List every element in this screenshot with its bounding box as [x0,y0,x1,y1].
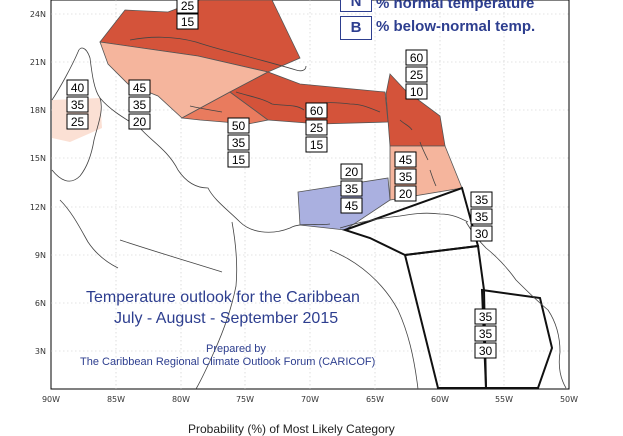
forum-name: The Caribbean Regional Climate Outlook F… [80,356,376,368]
map-title: Temperature outlook for the Caribbean [86,289,360,306]
longitude-labels: 90W 85W 80W 75W 70W 65W 60W 55W 50W [42,395,578,404]
box-value: 15 [232,153,246,167]
lon-label: 90W [42,395,60,404]
box-value: 50 [232,119,246,133]
box-value: 35 [71,98,85,112]
probability-box-abc: 20 35 45 [340,163,363,214]
lat-label: 18N [30,106,46,115]
probability-box-gulf: 25 15 [176,0,199,30]
box-value: 15 [181,15,195,29]
legend-below-label: % below-normal temp. [376,18,536,35]
box-value: 30 [475,227,489,241]
box-value: 35 [345,182,359,196]
lon-label: 50W [560,395,578,404]
lon-label: 80W [172,395,190,404]
box-value: 25 [310,121,324,135]
probability-box-trinidad: 35 35 30 [470,191,493,242]
map-subtitle: July - August - September 2015 [114,310,339,327]
box-value: 25 [410,68,424,82]
probability-box-cuba-west: 45 35 20 [128,79,151,130]
lon-label: 75W [236,395,254,404]
box-value: 35 [475,193,489,207]
region-french-guiana-outline [480,288,554,389]
box-value: 35 [475,210,489,224]
probability-box-hispaniola: 60 25 15 [305,102,328,153]
lat-label: 6N [35,299,46,308]
box-value: 25 [181,0,195,13]
lat-label: 21N [30,58,46,67]
box-value: 20 [133,115,147,129]
probability-box-windward: 45 35 20 [394,151,417,202]
box-value: 30 [479,344,493,358]
prepared-by-label: Prepared by [206,343,266,355]
probability-box-jamaica: 50 35 15 [227,117,250,168]
lon-label: 65W [366,395,384,404]
lon-label: 55W [495,395,513,404]
footer-caption: Probability (%) of Most Likely Category [188,422,395,436]
box-value: 45 [399,153,413,167]
box-value: 60 [310,104,324,118]
box-value: 45 [133,81,147,95]
probability-box-leeward: 60 25 10 [405,49,428,100]
box-value: 10 [410,85,424,99]
region-hispaniola-shade [229,71,389,125]
box-value: 60 [410,51,424,65]
probability-box-guianas: 35 35 30 [474,308,497,359]
lon-label: 60W [431,395,449,404]
probability-box-belize: 40 35 25 [66,79,89,130]
coastlines [51,36,567,390]
region-jamaica-shade [180,91,269,125]
box-value: 35 [399,170,413,184]
lat-label: 12N [30,203,46,212]
box-value: 35 [133,98,147,112]
lat-label: 9N [35,251,46,260]
box-value: 40 [71,81,85,95]
box-value: 25 [71,115,85,129]
box-value: 20 [399,187,413,201]
box-value: 15 [310,138,324,152]
lon-label: 85W [107,395,125,404]
box-value: 45 [345,199,359,213]
lat-label: 15N [30,154,46,163]
box-value: 35 [479,310,493,324]
latitude-labels: 24N 21N 18N 15N 12N 9N 6N 3N [30,10,46,356]
box-value: 35 [232,136,246,150]
legend-normal-label: % normal temperature [376,0,535,12]
legend-normal-key: N [340,0,372,12]
box-value: 35 [479,327,493,341]
lat-label: 24N [30,10,46,19]
legend-below-key: B [340,16,372,40]
box-value: 20 [345,165,359,179]
lon-label: 70W [301,395,319,404]
lat-label: 3N [35,347,46,356]
